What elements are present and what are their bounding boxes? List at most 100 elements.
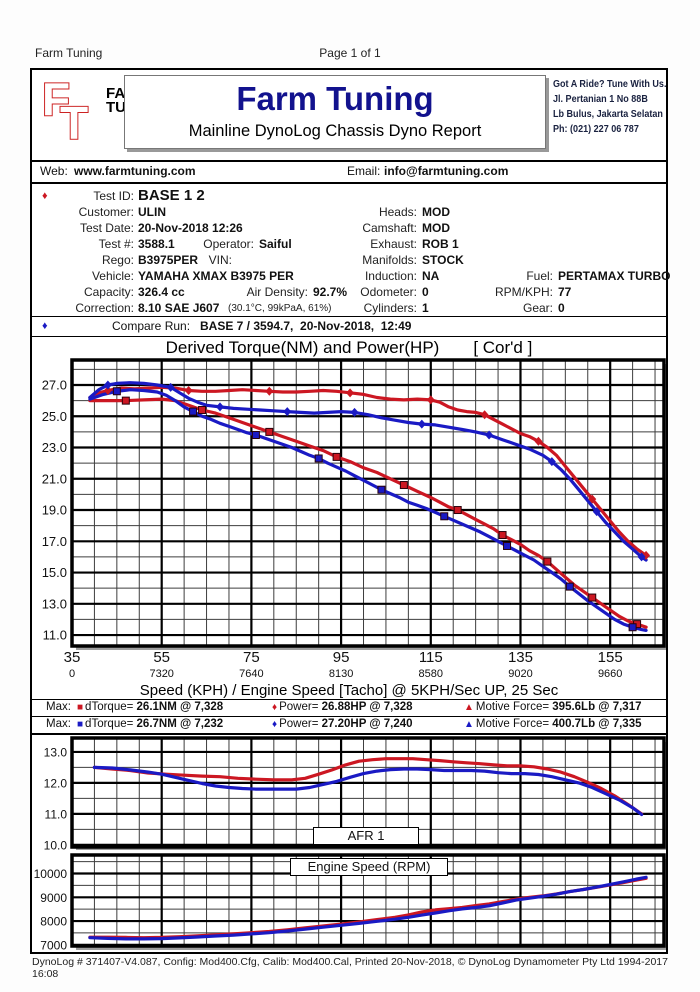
- print-header-title: Farm Tuning: [35, 46, 103, 60]
- divider: [32, 716, 666, 717]
- row-vehicle: Vehicle: YAMAHA XMAX B3975 PER Induction…: [91, 269, 671, 283]
- series-rpm-run2: [88, 875, 648, 941]
- dynolog-config-text: DynoLog # 371407-V4.087, Config: Mod400.…: [32, 956, 455, 980]
- svg-text:135: 135: [508, 649, 533, 666]
- svg-text:10.0: 10.0: [44, 838, 68, 850]
- customer-value: ULIN: [138, 205, 166, 219]
- svg-text:7320: 7320: [149, 668, 173, 680]
- afr-chart-label: AFR 1: [313, 827, 419, 845]
- rpm-kph-value: 77: [558, 285, 572, 299]
- svg-text:23.0: 23.0: [42, 440, 67, 455]
- camshaft-value: MOD: [422, 221, 450, 235]
- series-power-run1: [88, 385, 648, 557]
- run2-bullet-icon: ♦: [42, 320, 48, 332]
- row-test-number: Test #: 3588.1 Operator: Saiful Exhaust:…: [98, 237, 459, 251]
- correction-tag: [ Cor'd ]: [473, 338, 533, 357]
- correction-value: 8.10 SAE J607: [138, 301, 220, 315]
- compare-run-label: Compare Run:: [112, 319, 191, 333]
- contact-address-1: Jl. Pertanian 1 No 88B: [553, 93, 648, 105]
- copyright-text: © DynoLog Dynamometer Pty Ltd 1994-2017: [457, 956, 668, 968]
- odometer-value: 0: [422, 285, 429, 299]
- svg-text:35: 35: [64, 649, 81, 666]
- svg-text:11.0: 11.0: [43, 628, 67, 643]
- svg-text:12.0: 12.0: [44, 776, 68, 790]
- legend-force-run2: ▲ Motive Force= 400.7Lb @ 7,335: [464, 718, 642, 730]
- svg-text:8130: 8130: [329, 668, 353, 680]
- fuel-value: PERTAMAX TURBO: [558, 269, 671, 283]
- legend-power-run1: ♦ Power= 26.88HP @ 7,328: [272, 701, 413, 713]
- web-label: Web:: [40, 164, 68, 178]
- row-correction: Correction: 8.10 SAE J607 (30.1°C, 99kPa…: [75, 301, 565, 315]
- svg-text:8580: 8580: [419, 668, 443, 680]
- print-header: Farm Tuning Page 1 of 1: [35, 46, 665, 62]
- diamond-marker-icon: ♦: [272, 702, 278, 713]
- company-title: Farm Tuning: [236, 80, 434, 117]
- square-marker-icon: ■: [77, 719, 84, 730]
- air-density-value: 92.7%: [313, 285, 348, 299]
- svg-text:F: F: [42, 77, 70, 125]
- legend-torque-run1: ■ dTorque= 26.1NM @ 7,328: [77, 701, 224, 713]
- legend-row-run2: Max: ■ dTorque= 26.7NM @ 7,232 ♦ Power= 27…: [46, 718, 642, 730]
- contact-info: Got A Ride? Tune With Us. Jl. Pertanian …: [553, 77, 682, 137]
- svg-text:19.0: 19.0: [42, 503, 67, 518]
- vehicle-value: YAMAHA XMAX B3975 PER: [138, 269, 294, 283]
- legend-row-run1: Max: ■ dTorque= 26.1NM @ 7,328 ♦ Power= 26…: [46, 701, 642, 713]
- svg-text:0: 0: [69, 668, 75, 680]
- svg-text:13.0: 13.0: [44, 745, 68, 759]
- svg-text:11.0: 11.0: [45, 807, 68, 821]
- svg-text:15.0: 15.0: [42, 565, 67, 580]
- capacity-value: 326.4 cc: [138, 285, 185, 299]
- gear-value: 0: [558, 301, 565, 315]
- cylinders-value: 1: [422, 301, 429, 315]
- svg-text:95: 95: [333, 649, 350, 666]
- manifolds-value: STOCK: [422, 253, 464, 267]
- main-chart-x-axis-title: Speed (KPH) / Engine Speed [Tacho] @ 5KP…: [139, 682, 559, 699]
- svg-text:27.0: 27.0: [42, 378, 67, 393]
- series-power-run2: [88, 381, 648, 562]
- svg-text:7640: 7640: [239, 668, 263, 680]
- svg-text:9660: 9660: [598, 668, 622, 680]
- contact-address-2: Lb Bulus, Jakarta Selatan: [553, 108, 663, 120]
- svg-text:13.0: 13.0: [42, 596, 67, 611]
- svg-text:115: 115: [419, 649, 443, 666]
- farm-tuning-logo-icon: F T: [41, 77, 89, 145]
- legend-power-run2: ♦ Power= 27.20HP @ 7,240: [272, 718, 413, 730]
- series-afr-run2: [92, 765, 644, 817]
- correction-conditions: (30.1°C, 99kPaA, 61%): [228, 303, 332, 314]
- square-marker-icon: ■: [77, 702, 84, 713]
- divider: [32, 336, 666, 337]
- rego-value: B3975PER: [138, 253, 199, 267]
- afr-chart: 13.0 12.0 11.0 10.0: [44, 736, 666, 850]
- svg-text:8000: 8000: [40, 915, 67, 929]
- svg-text:7000: 7000: [40, 938, 67, 950]
- row-test-id: ♦ Test ID: BASE 1 2: [42, 187, 205, 204]
- email-label: Email:: [347, 164, 381, 178]
- contact-phone: Ph: (021) 227 06 787: [553, 123, 639, 135]
- svg-text:21.0: 21.0: [42, 471, 67, 486]
- operator-value: Saiful: [259, 237, 292, 251]
- svg-text:155: 155: [598, 649, 623, 666]
- diamond-marker-icon: ♦: [272, 719, 278, 730]
- main-chart-title: Derived Torque(NM) and Power(HP)[ Cor'd …: [165, 338, 533, 357]
- svg-text:T: T: [60, 97, 88, 145]
- report-header: F T FARM TUNING Farm Tuning Mainline Dyn…: [32, 70, 666, 162]
- email-address: info@farmtuning.com: [384, 164, 509, 178]
- svg-text:10000: 10000: [34, 867, 68, 881]
- website-url: www.farmtuning.com: [74, 164, 196, 178]
- exhaust-value: ROB 1: [422, 237, 459, 251]
- divider: [32, 699, 666, 700]
- test-id-value: BASE 1 2: [138, 187, 205, 204]
- svg-text:55: 55: [153, 649, 170, 666]
- row-test-date: Test Date: 20-Nov-2018 12:26 Camshaft: M…: [79, 221, 450, 235]
- row-capacity: Capacity: 326.4 cc Air Density: 92.7% Od…: [83, 285, 572, 299]
- run1-bullet-icon: ♦: [42, 190, 48, 202]
- divider: [32, 733, 666, 735]
- compare-run-value: BASE 7 / 3594.7, 20-Nov-2018, 12:49: [200, 319, 412, 333]
- legend-torque-run2: ■ dTorque= 26.7NM @ 7,232: [77, 718, 224, 730]
- svg-text:9020: 9020: [508, 668, 532, 680]
- series-dtorque-run1: [88, 397, 648, 629]
- row-rego: Rego: B3975PER VIN: Manifolds: STOCK: [101, 253, 464, 267]
- row-customer: Customer: ULIN Heads: MOD: [78, 205, 450, 219]
- web-email-bar: Web: www.farmtuning.com Email: info@farm…: [32, 162, 666, 184]
- report-subtitle: Mainline DynoLog Chassis Dyno Report: [188, 122, 482, 140]
